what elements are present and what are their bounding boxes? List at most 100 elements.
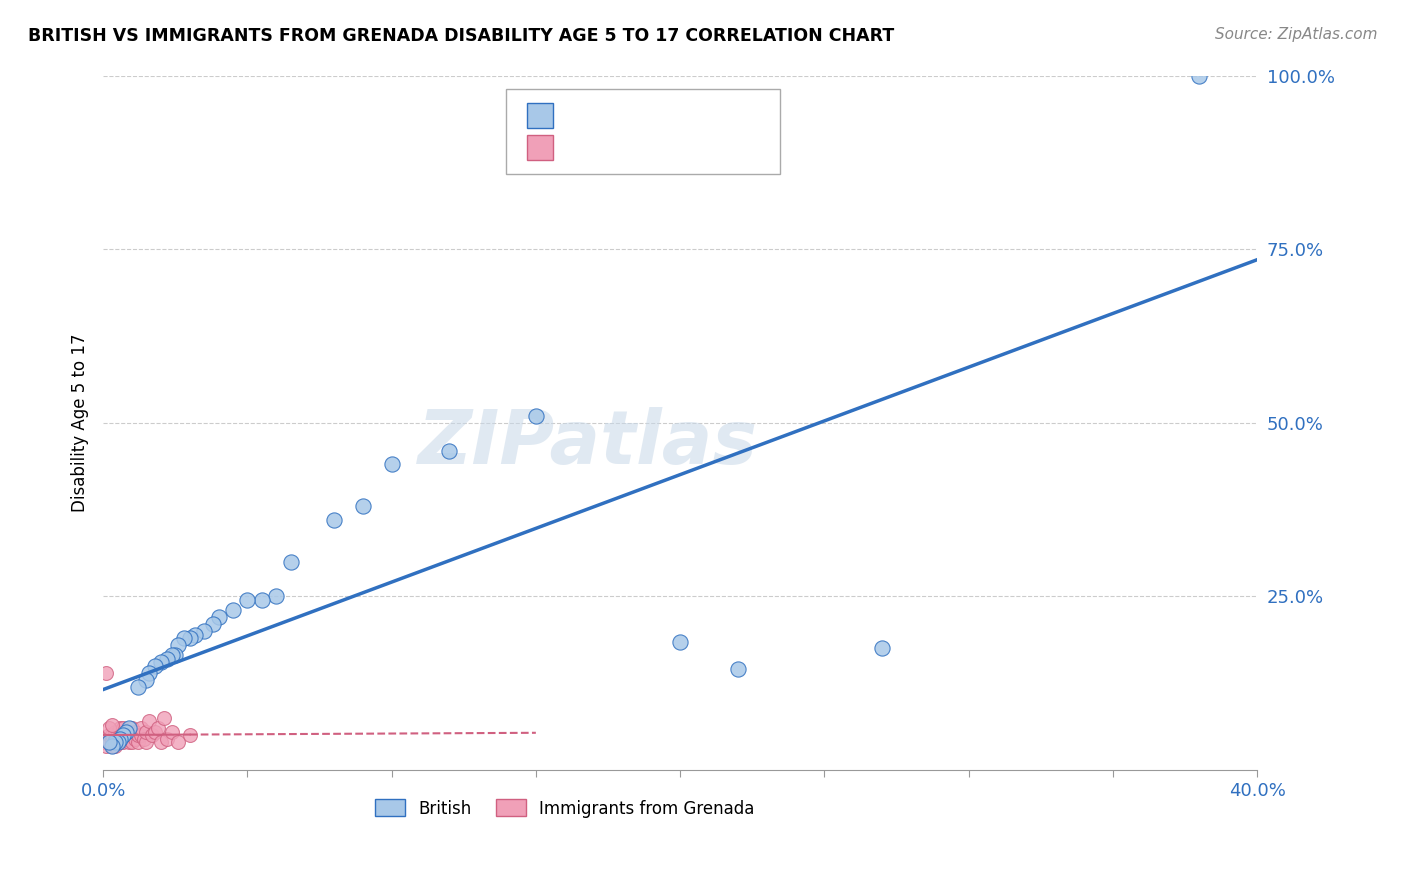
Point: [1188, 69, 1211, 83]
Point: [250, 592, 273, 607]
Point: [104, 735, 127, 749]
Point: [107, 724, 129, 739]
Point: [524, 409, 547, 423]
Text: 37: 37: [683, 106, 707, 124]
Text: R =: R =: [564, 138, 600, 156]
Point: [152, 711, 174, 725]
Point: [101, 739, 124, 753]
Point: [115, 724, 138, 739]
Point: [101, 728, 124, 742]
Point: [104, 724, 127, 739]
Point: [193, 624, 215, 639]
Point: [669, 634, 692, 648]
Text: ZIPatlas: ZIPatlas: [418, 407, 758, 480]
Point: [138, 665, 160, 680]
Point: [118, 724, 141, 739]
Point: [322, 513, 344, 527]
Point: [110, 731, 132, 746]
Legend: British, Immigrants from Grenada: British, Immigrants from Grenada: [368, 793, 762, 824]
Point: [143, 724, 166, 739]
Point: [201, 617, 224, 632]
Point: [121, 735, 143, 749]
Point: [280, 555, 302, 569]
Point: [118, 722, 141, 736]
Point: [135, 724, 157, 739]
Point: [124, 731, 146, 746]
Point: [97, 735, 120, 749]
Point: [173, 631, 195, 645]
Point: [97, 722, 120, 736]
Point: [179, 631, 201, 645]
Point: [127, 680, 149, 694]
Point: [167, 638, 190, 652]
Point: [112, 728, 135, 742]
Point: [107, 735, 129, 749]
Point: [167, 735, 190, 749]
Point: [91, 735, 114, 749]
Point: [143, 658, 166, 673]
Point: [162, 724, 184, 739]
Point: [149, 735, 172, 749]
Point: [97, 728, 120, 742]
Point: [101, 718, 124, 732]
Point: [115, 724, 138, 739]
Point: [104, 735, 127, 749]
Text: 0.582: 0.582: [595, 106, 647, 124]
Text: N =: N =: [641, 106, 689, 124]
Y-axis label: Disability Age 5 to 17: Disability Age 5 to 17: [72, 334, 89, 512]
Point: [112, 735, 135, 749]
Point: [870, 641, 893, 656]
Point: [127, 735, 149, 749]
Point: [107, 735, 129, 749]
Point: [110, 722, 132, 736]
Text: N =: N =: [650, 138, 697, 156]
Point: [179, 728, 201, 742]
Point: [127, 728, 149, 742]
Point: [135, 673, 157, 687]
Point: [727, 662, 749, 676]
Point: [439, 443, 461, 458]
Point: [135, 735, 157, 749]
Point: [94, 665, 117, 680]
Text: 52: 52: [683, 138, 706, 156]
Point: [121, 728, 143, 742]
Text: BRITISH VS IMMIGRANTS FROM GRENADA DISABILITY AGE 5 TO 17 CORRELATION CHART: BRITISH VS IMMIGRANTS FROM GRENADA DISAB…: [28, 27, 894, 45]
Point: [129, 722, 152, 736]
Point: [97, 735, 120, 749]
Point: [381, 458, 404, 472]
Point: [222, 603, 245, 617]
Point: [165, 648, 187, 663]
Point: [107, 731, 129, 746]
Point: [149, 656, 172, 670]
Point: [236, 592, 259, 607]
Point: [129, 728, 152, 742]
Point: [162, 648, 184, 663]
Point: [118, 735, 141, 749]
Point: [121, 722, 143, 736]
Point: [115, 731, 138, 746]
Point: [94, 731, 117, 746]
Point: [94, 739, 117, 753]
Point: [132, 731, 155, 746]
Point: [101, 739, 124, 753]
Point: [110, 735, 132, 749]
Point: [155, 652, 177, 666]
Text: R =: R =: [564, 106, 600, 124]
Point: [124, 724, 146, 739]
Point: [141, 728, 163, 742]
Point: [264, 590, 287, 604]
Point: [104, 739, 127, 753]
Point: [155, 731, 177, 746]
Point: [352, 499, 374, 513]
Point: [184, 627, 207, 641]
Text: -0.323: -0.323: [595, 138, 654, 156]
Text: Source: ZipAtlas.com: Source: ZipAtlas.com: [1215, 27, 1378, 42]
Point: [101, 731, 124, 746]
Point: [112, 722, 135, 736]
Point: [138, 714, 160, 729]
Point: [146, 722, 169, 736]
Point: [107, 728, 129, 742]
Point: [112, 728, 135, 742]
Point: [104, 731, 127, 746]
Point: [110, 731, 132, 746]
